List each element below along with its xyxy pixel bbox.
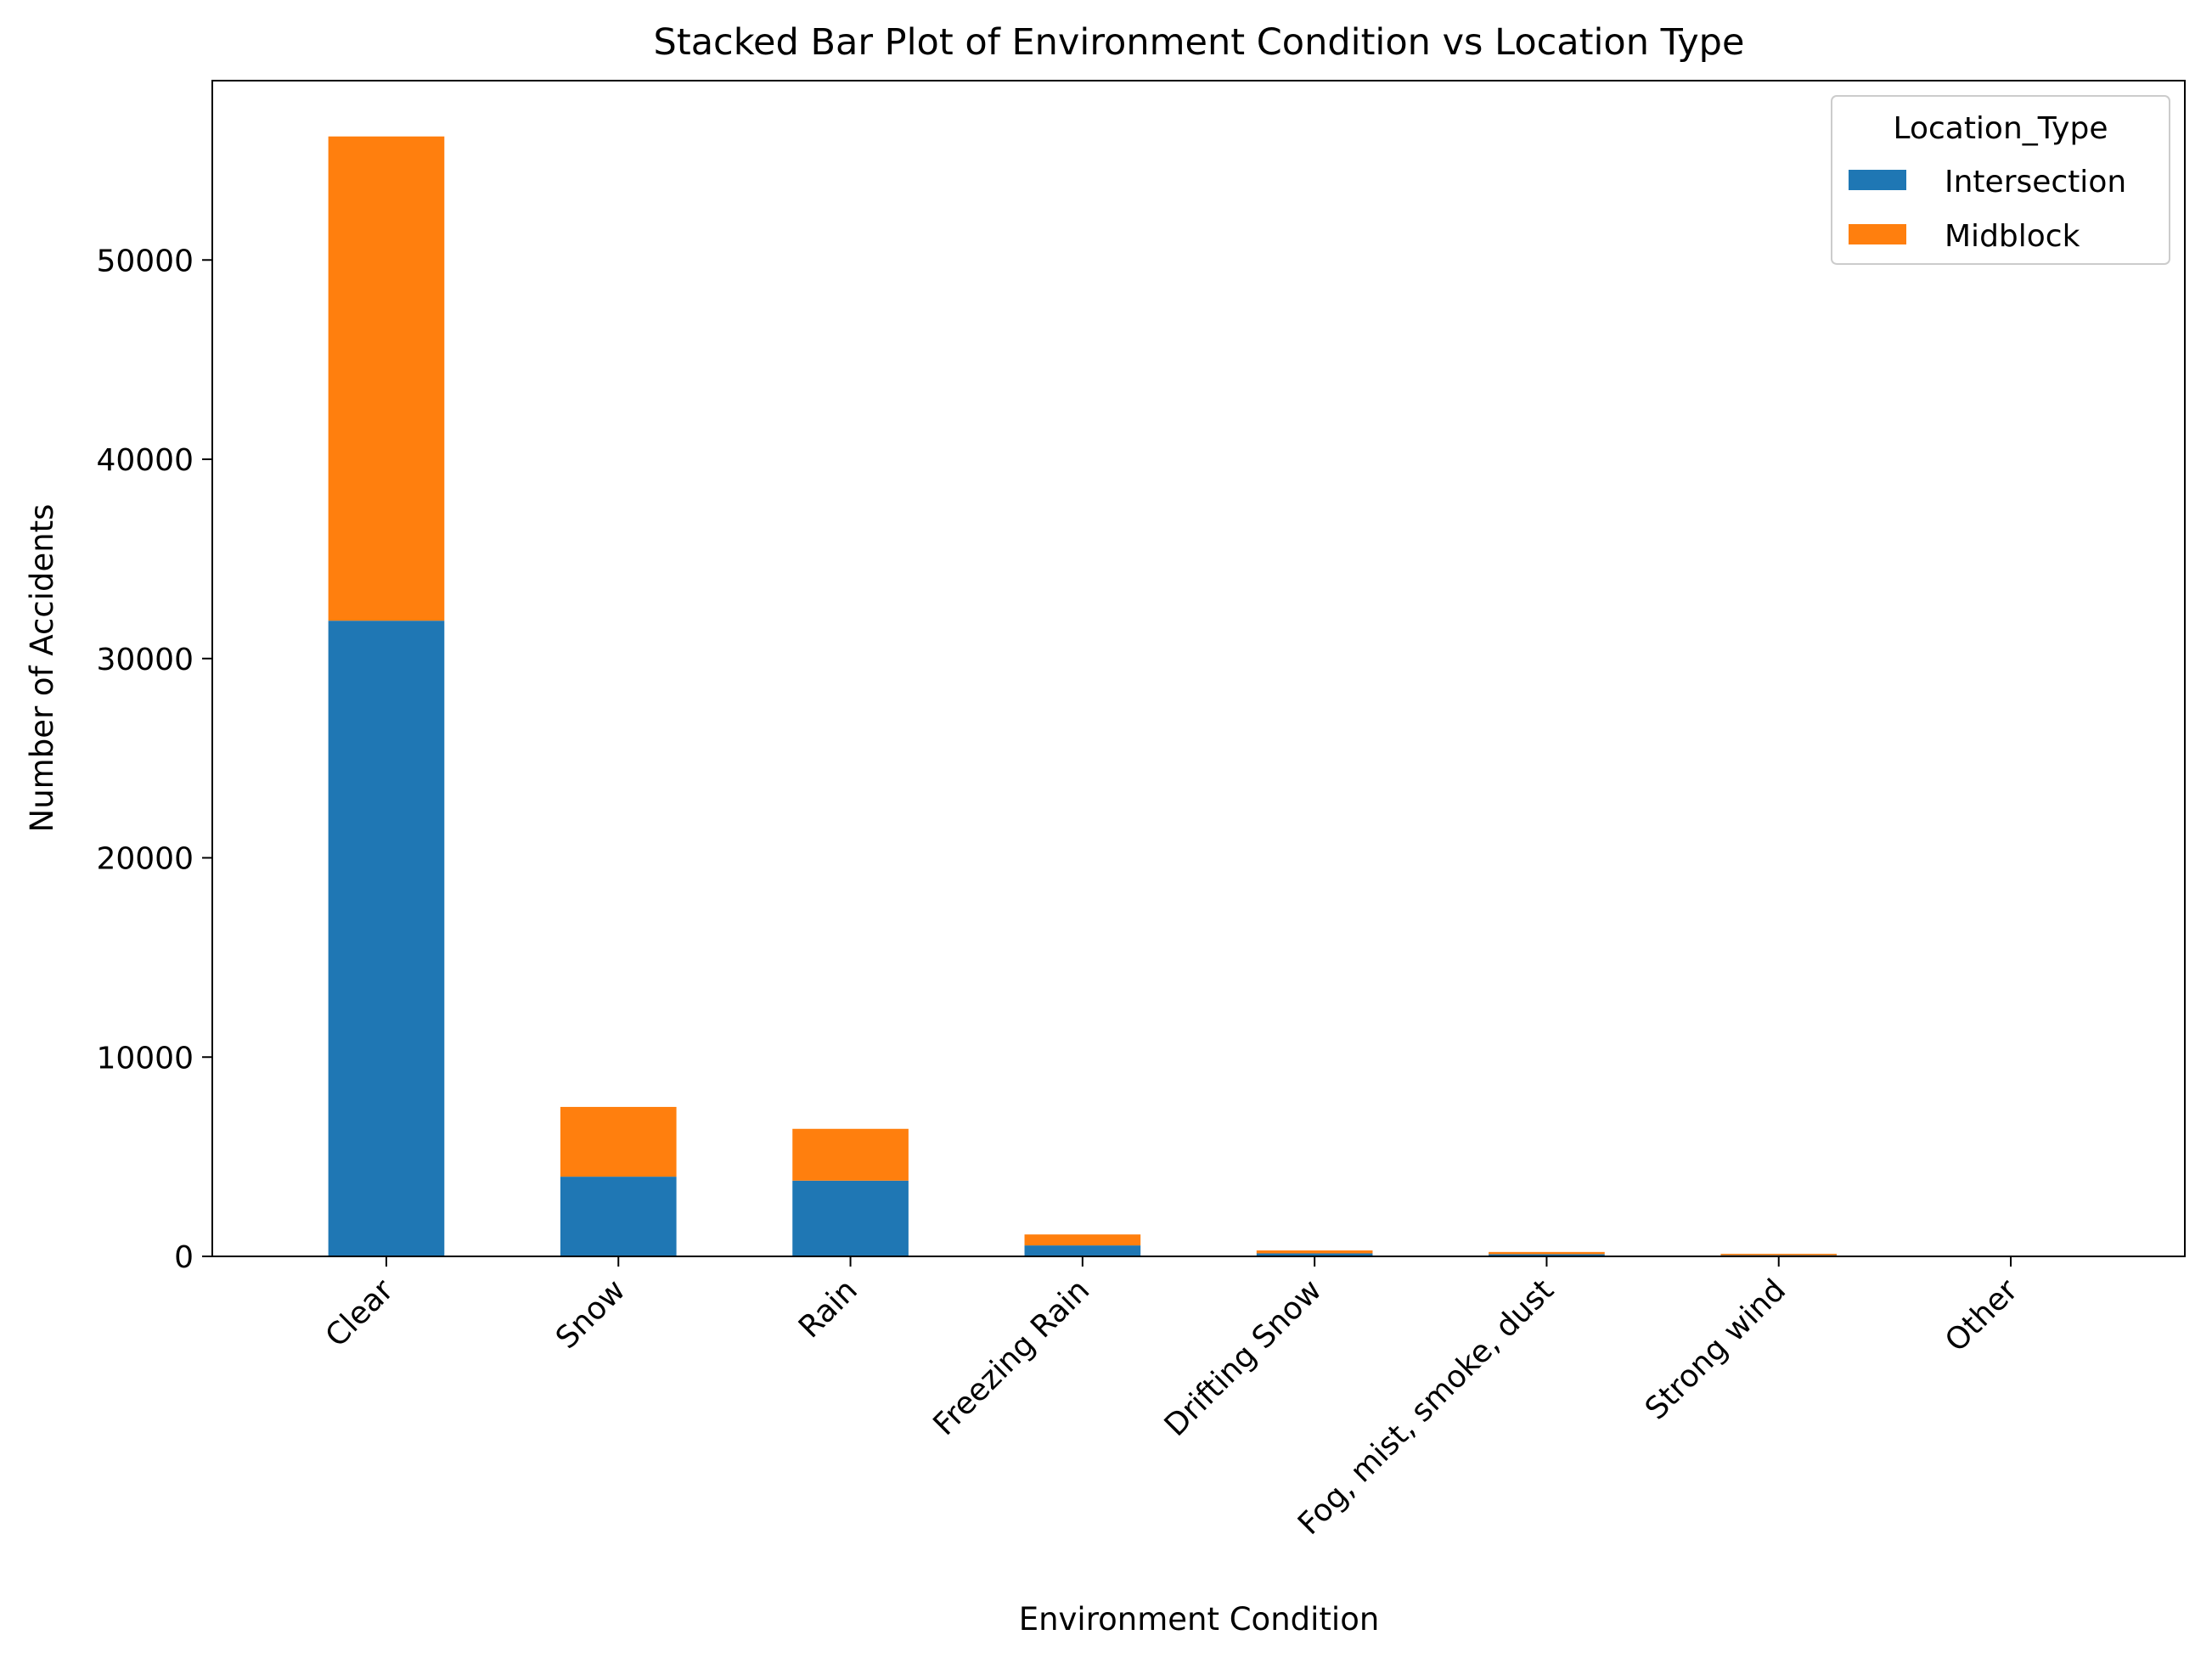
- bar-midblock-drifting-snow: [1256, 1250, 1373, 1254]
- y-tick-label: 30000: [96, 643, 194, 677]
- y-tick-label: 0: [174, 1240, 194, 1275]
- legend-label-intersection: Intersection: [1945, 165, 2126, 199]
- y-axis-label: Number of Accidents: [24, 504, 60, 833]
- legend-label-midblock: Midblock: [1945, 219, 2080, 254]
- legend: Location_Type Intersection Midblock: [1831, 95, 2170, 265]
- bar-midblock-fog-mist-smoke-dust: [1489, 1251, 1605, 1255]
- bar-intersection-freezing-rain: [1024, 1245, 1141, 1256]
- x-axis-label: Environment Condition: [1019, 1601, 1380, 1638]
- bar-midblock-rain: [792, 1128, 909, 1181]
- bar-midblock-freezing-rain: [1024, 1234, 1141, 1246]
- chart-title: Stacked Bar Plot of Environment Conditio…: [654, 21, 1745, 64]
- legend-frame: [1831, 95, 2170, 265]
- bar-intersection-snow: [560, 1177, 677, 1256]
- y-tick-label: 40000: [96, 443, 194, 478]
- bar-midblock-clear: [328, 136, 445, 621]
- y-tick-label: 20000: [96, 842, 194, 877]
- bar-midblock-strong-wind: [1720, 1253, 1838, 1256]
- y-axis-ticks: 0 10000 20000 30000 40000 50000: [96, 244, 212, 1275]
- legend-title: Location_Type: [1894, 111, 2108, 146]
- y-tick-label: 50000: [96, 244, 194, 278]
- bar-intersection-fog-mist-smoke-dust: [1489, 1254, 1605, 1256]
- bars-group: [328, 136, 2069, 1256]
- legend-swatch-midblock: [1849, 224, 1906, 244]
- bar-midblock-snow: [560, 1106, 677, 1177]
- y-tick-label: 10000: [96, 1041, 194, 1076]
- bar-intersection-rain: [792, 1180, 909, 1256]
- legend-swatch-intersection: [1849, 170, 1906, 190]
- bar-intersection-drifting-snow: [1256, 1253, 1373, 1256]
- bar-intersection-clear: [328, 621, 445, 1256]
- plot-area-frame: [211, 80, 2186, 1257]
